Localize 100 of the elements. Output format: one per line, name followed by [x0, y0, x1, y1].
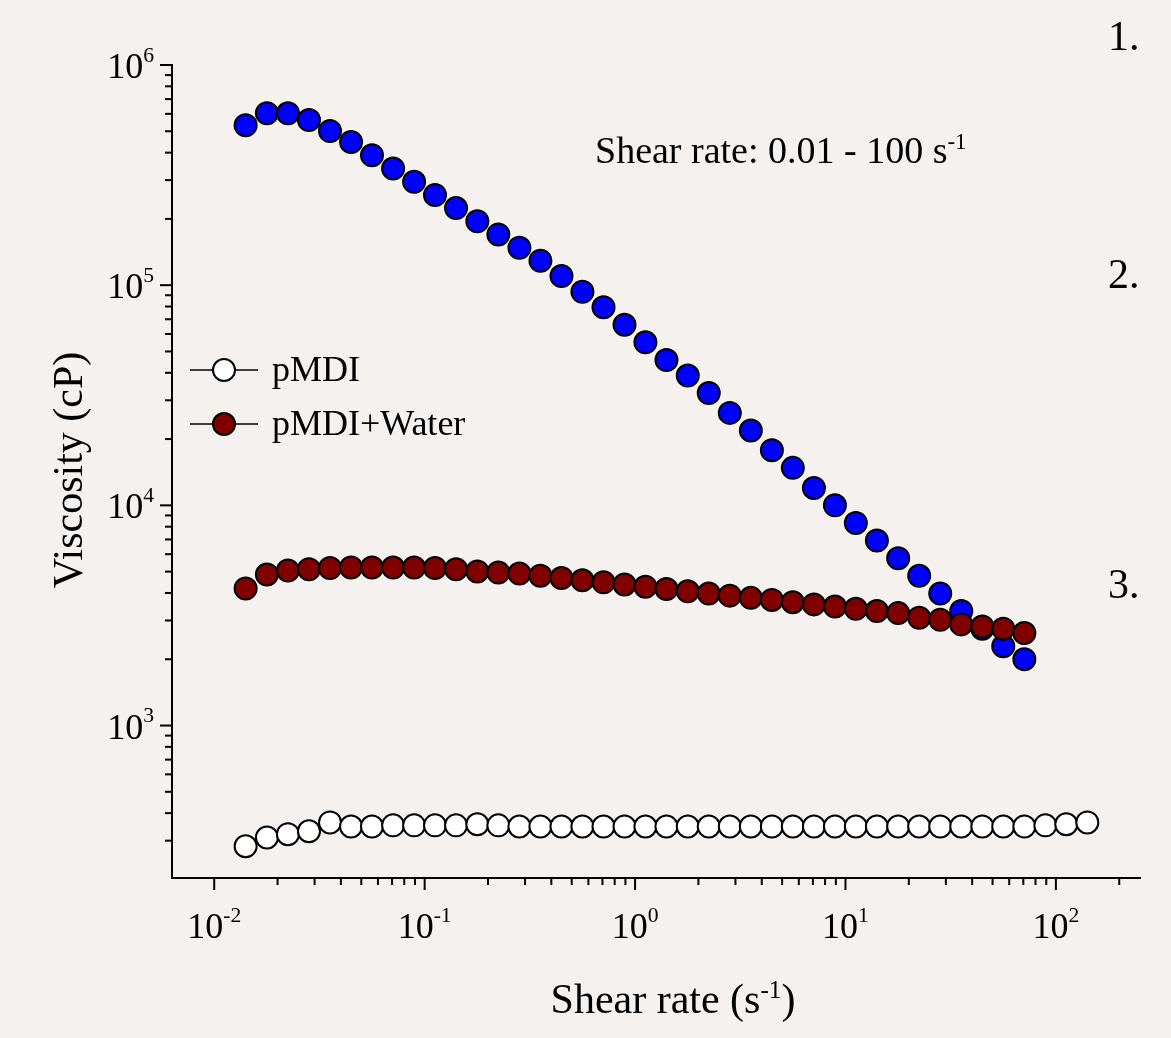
point — [843, 510, 868, 535]
point — [801, 475, 826, 500]
point — [381, 156, 406, 181]
point — [928, 814, 953, 839]
point — [465, 559, 490, 584]
point — [254, 825, 279, 850]
point — [654, 576, 679, 601]
point — [928, 607, 953, 632]
legend-label: pMDI+Water — [272, 403, 466, 444]
point — [843, 596, 868, 621]
point — [717, 814, 742, 839]
point — [759, 814, 784, 839]
point — [633, 574, 658, 599]
point — [402, 813, 427, 838]
point — [675, 814, 700, 839]
point — [864, 814, 889, 839]
point — [1012, 647, 1037, 672]
point — [296, 108, 321, 133]
point — [275, 822, 300, 847]
annotation: 3. — [1108, 560, 1140, 608]
point — [549, 814, 574, 839]
point — [801, 814, 826, 839]
point — [612, 312, 637, 337]
point — [738, 418, 763, 443]
point — [465, 812, 490, 837]
x-axis-title: Shear rate (s$^{-1}$) — [549, 975, 797, 1023]
point — [759, 438, 784, 463]
point — [339, 555, 364, 580]
point — [1075, 810, 1100, 835]
point — [801, 592, 826, 617]
point — [444, 557, 469, 582]
point — [275, 558, 300, 583]
point — [359, 143, 384, 168]
point — [507, 561, 532, 586]
point — [359, 555, 384, 580]
point — [717, 400, 742, 425]
point — [675, 363, 700, 388]
point — [822, 814, 847, 839]
point — [843, 814, 868, 839]
point — [528, 563, 553, 588]
point — [780, 814, 805, 839]
point — [549, 264, 574, 289]
point — [486, 813, 511, 838]
point — [738, 585, 763, 610]
point — [991, 616, 1016, 641]
point — [402, 169, 427, 194]
point — [570, 568, 595, 593]
point — [949, 612, 974, 637]
point — [339, 814, 364, 839]
point — [444, 813, 469, 838]
point — [591, 295, 616, 320]
point — [423, 556, 447, 581]
point — [991, 814, 1016, 839]
point — [570, 279, 595, 304]
point — [675, 579, 700, 604]
point — [822, 493, 847, 518]
point — [696, 814, 721, 839]
point — [780, 590, 805, 615]
point — [612, 814, 637, 839]
legend-label: pMDI — [272, 349, 360, 390]
point — [1033, 813, 1058, 838]
point — [928, 581, 953, 606]
point — [465, 209, 490, 234]
point — [717, 583, 742, 608]
point — [886, 601, 911, 626]
point — [907, 605, 932, 630]
point — [318, 119, 342, 144]
point — [822, 594, 847, 619]
annotation: Shear rate: 0.01 - 100 s$^{-1}$ — [595, 128, 967, 172]
point — [402, 555, 427, 580]
point — [1012, 621, 1037, 646]
point — [696, 581, 721, 606]
point — [1012, 814, 1037, 839]
point — [654, 814, 679, 839]
point — [275, 101, 300, 126]
point — [233, 576, 258, 601]
point — [381, 813, 406, 838]
point — [296, 819, 321, 844]
point — [759, 587, 784, 612]
text: 1. — [1108, 12, 1140, 60]
point — [738, 814, 763, 839]
point — [233, 113, 258, 138]
point — [444, 196, 469, 221]
point — [528, 814, 553, 839]
point — [907, 563, 932, 588]
point — [359, 814, 384, 839]
point — [864, 599, 889, 624]
point — [549, 565, 574, 590]
point — [233, 834, 258, 859]
point — [591, 814, 616, 839]
point — [486, 222, 511, 247]
point — [886, 814, 911, 839]
point — [864, 528, 889, 553]
point — [886, 546, 911, 571]
point — [591, 570, 616, 595]
point — [907, 814, 932, 839]
y-axis-title: Viscosity (cP) — [44, 351, 92, 589]
point — [339, 129, 364, 154]
point — [296, 557, 321, 582]
point — [507, 235, 532, 260]
